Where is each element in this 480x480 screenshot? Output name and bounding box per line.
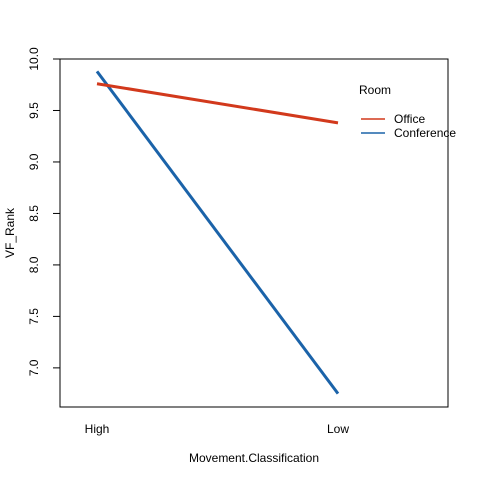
y-axis: 7.0 7.5 8.0 8.5 9.0 9.5 10.0 [27, 47, 60, 376]
series-lines [95, 70, 340, 395]
series-line-office [96, 82, 339, 125]
x-axis: High Low [85, 422, 350, 436]
x-tick-label: High [85, 422, 110, 436]
legend-label: Conference [394, 126, 456, 140]
y-tick-label: 10.0 [27, 47, 41, 71]
y-tick-label: 9.5 [27, 102, 41, 119]
y-tick-label: 8.0 [27, 256, 41, 273]
y-tick-label: 9.0 [27, 153, 41, 170]
y-tick-label: 7.5 [27, 308, 41, 325]
legend-label: Office [394, 112, 425, 126]
plot-frame [59, 58, 449, 408]
y-tick-label: 7.0 [27, 359, 41, 376]
series-line-conference [95, 70, 340, 395]
x-tick-label: Low [327, 422, 349, 436]
legend-title: Room [359, 83, 391, 97]
y-axis-title: VF_Rank [3, 207, 17, 258]
y-tick-label: 8.5 [27, 205, 41, 222]
x-axis-title: Movement.Classification [189, 451, 319, 465]
